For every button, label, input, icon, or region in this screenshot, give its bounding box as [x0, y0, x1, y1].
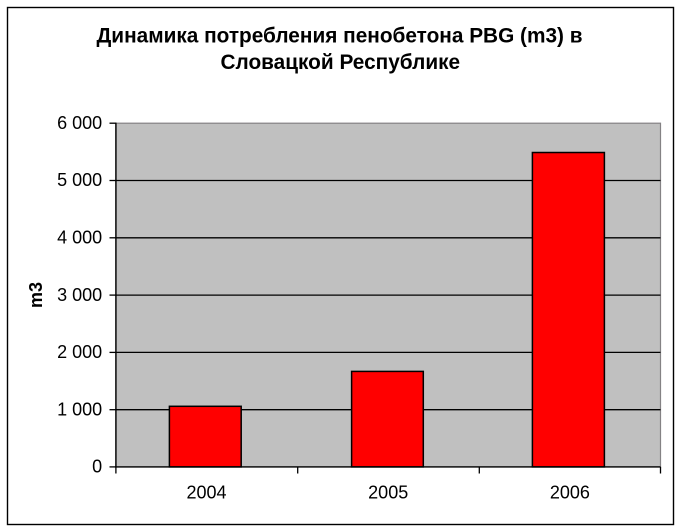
svg-text:2004: 2004	[186, 483, 226, 503]
svg-text:3 000: 3 000	[57, 285, 102, 305]
svg-text:0: 0	[92, 457, 102, 477]
svg-text:5 000: 5 000	[57, 170, 102, 190]
svg-text:1 000: 1 000	[57, 399, 102, 419]
svg-text:Динамика потребления пенобетон: Динамика потребления пенобетона PBG (m3)…	[96, 25, 582, 48]
svg-text:4 000: 4 000	[57, 228, 102, 248]
svg-text:Словацкой Республике: Словацкой Республике	[221, 51, 461, 74]
svg-text:2005: 2005	[368, 483, 408, 503]
svg-text:m3: m3	[26, 282, 46, 308]
svg-text:2006: 2006	[550, 483, 590, 503]
svg-text:6 000: 6 000	[57, 113, 102, 133]
svg-text:2 000: 2 000	[57, 342, 102, 362]
